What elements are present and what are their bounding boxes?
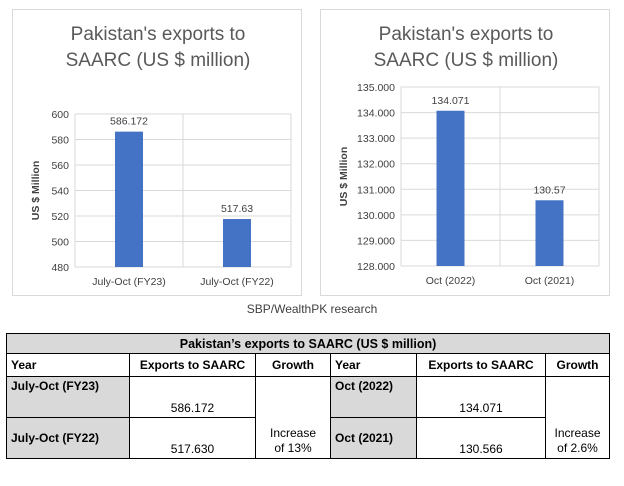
y-tick-label: 133.000 (357, 133, 395, 145)
header-exports-right: Exports to SAARC (416, 353, 546, 377)
header-growth-left: Growth (255, 353, 331, 377)
y-tick-label: 540 (51, 186, 69, 198)
growth-left-line2: of 13% (274, 441, 312, 455)
chart-left: Pakistan's exports to SAARC (US $ million… (12, 9, 302, 296)
table-row: July-Oct (FY22) 517.630 Oct (2021) 130.5… (6, 417, 610, 459)
y-tick-label: 480 (51, 262, 69, 274)
exports-table: Pakistan’s exports to SAARC (US $ millio… (5, 333, 611, 459)
bar (535, 200, 564, 266)
y-tick-label: 135.000 (357, 82, 395, 94)
y-axis-label: US $ Million (30, 161, 42, 221)
chart-right-svg: Pakistan's exports to SAARC (US $ million… (338, 24, 600, 287)
table-row: July-Oct (FY23) 586.172 Increase of 13% … (6, 376, 611, 459)
value-cell: 130.566 (416, 417, 546, 459)
growth-cell-right: Increase of 2.6% (544, 376, 611, 459)
x-tick-label: Oct (2021) (525, 275, 575, 287)
y-tick-label: 132.000 (357, 159, 395, 171)
data-label: 586.172 (110, 116, 148, 128)
y-tick-label: 580 (51, 135, 69, 147)
y-tick-label: 128.000 (357, 261, 395, 273)
growth-cell-left: Increase of 13% (255, 376, 331, 459)
y-tick-label: 131.000 (357, 184, 395, 196)
header-year-left: Year (6, 353, 130, 377)
y-tick-label: 560 (51, 160, 69, 172)
bar (223, 219, 251, 267)
chart-title: SAARC (US $ million) (66, 50, 251, 71)
data-label: 517.63 (221, 203, 253, 215)
value-cell: 517.630 (129, 417, 256, 459)
y-tick-label: 520 (51, 211, 69, 223)
growth-right-line2: of 2.6% (557, 441, 598, 455)
x-tick-label: Oct (2022) (426, 275, 476, 287)
value-cell: 134.071 (416, 376, 546, 418)
y-tick-label: 134.000 (357, 108, 395, 120)
period-cell: July-Oct (FY22) (6, 417, 130, 459)
x-tick-label: July-Oct (FY23) (92, 276, 166, 288)
chart-title: Pakistan's exports to (379, 24, 554, 45)
growth-left-line1: Increase (269, 426, 317, 440)
bar (436, 110, 465, 266)
period-cell: Oct (2022) (330, 376, 417, 418)
bar (115, 131, 143, 267)
table-title: Pakistan’s exports to SAARC (US $ millio… (5, 333, 611, 354)
chart-left-svg: Pakistan's exports to SAARC (US $ million… (30, 24, 292, 288)
value-cell: 586.172 (129, 376, 256, 418)
y-tick-label: 129.000 (357, 235, 395, 247)
growth-right-line1: Increase (554, 426, 601, 440)
header-exports-left: Exports to SAARC (129, 353, 256, 377)
header-growth-right: Growth (544, 353, 611, 377)
period-cell: July-Oct (FY23) (6, 376, 130, 418)
y-tick-label: 600 (51, 109, 69, 121)
y-axis-label: US $ Million (338, 147, 350, 207)
x-tick-label: July-Oct (FY22) (200, 276, 274, 288)
table-header-row: Year Exports to SAARC Growth Year Export… (6, 353, 611, 377)
period-cell: Oct (2021) (330, 417, 417, 459)
source-caption: SBP/WealthPK research (246, 302, 378, 316)
header-year-right: Year (330, 353, 417, 377)
y-tick-label: 130.000 (357, 210, 395, 222)
y-tick-label: 500 (51, 237, 69, 249)
data-label: 134.071 (432, 95, 470, 107)
data-label: 130.57 (533, 184, 565, 196)
chart-title: SAARC (US $ million) (374, 50, 559, 71)
chart-right: Pakistan's exports to SAARC (US $ million… (320, 9, 610, 296)
chart-title: Pakistan's exports to (71, 24, 246, 45)
